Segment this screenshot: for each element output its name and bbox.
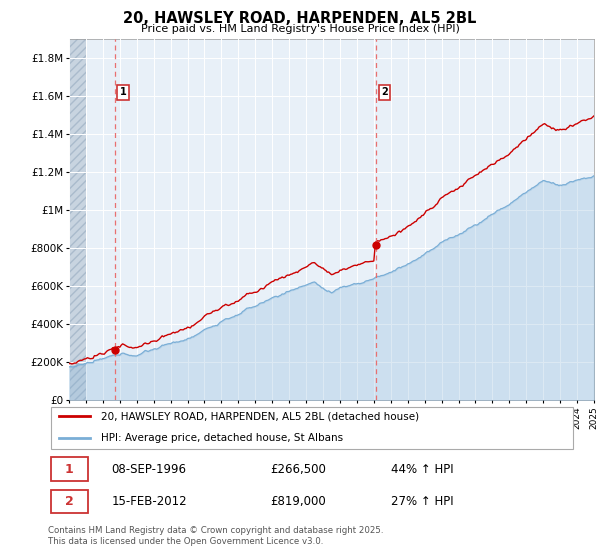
Text: £819,000: £819,000	[270, 494, 326, 508]
Text: 15-FEB-2012: 15-FEB-2012	[112, 494, 187, 508]
Text: 27% ↑ HPI: 27% ↑ HPI	[391, 494, 454, 508]
Text: 2: 2	[381, 87, 388, 97]
Text: Price paid vs. HM Land Registry's House Price Index (HPI): Price paid vs. HM Land Registry's House …	[140, 24, 460, 34]
FancyBboxPatch shape	[50, 407, 574, 449]
FancyBboxPatch shape	[50, 458, 88, 480]
FancyBboxPatch shape	[50, 489, 88, 513]
Text: 2: 2	[65, 494, 73, 508]
Text: 1: 1	[119, 87, 127, 97]
Text: Contains HM Land Registry data © Crown copyright and database right 2025.
This d: Contains HM Land Registry data © Crown c…	[48, 526, 383, 546]
Text: £266,500: £266,500	[270, 463, 326, 475]
Text: 20, HAWSLEY ROAD, HARPENDEN, AL5 2BL (detached house): 20, HAWSLEY ROAD, HARPENDEN, AL5 2BL (de…	[101, 412, 419, 421]
Text: 20, HAWSLEY ROAD, HARPENDEN, AL5 2BL: 20, HAWSLEY ROAD, HARPENDEN, AL5 2BL	[124, 11, 476, 26]
Text: HPI: Average price, detached house, St Albans: HPI: Average price, detached house, St A…	[101, 433, 343, 443]
Text: 1: 1	[65, 463, 73, 475]
Text: 08-SEP-1996: 08-SEP-1996	[112, 463, 187, 475]
Text: 44% ↑ HPI: 44% ↑ HPI	[391, 463, 454, 475]
